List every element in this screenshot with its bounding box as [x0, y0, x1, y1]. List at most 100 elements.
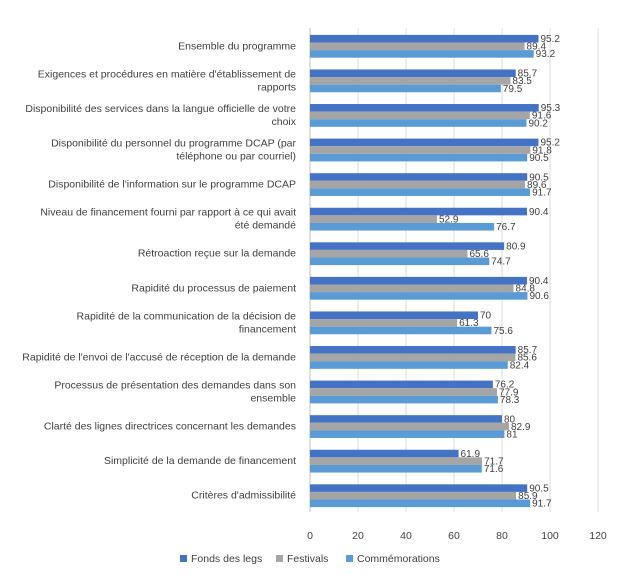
category-label-line: Exigences et procédures en matière d'éta…	[38, 68, 296, 80]
category-label-line: Rapidité de la communication de la décis…	[77, 310, 297, 322]
data-label: 85.9	[518, 491, 538, 502]
category-label-line: Disponibilité de l'information sur le pr…	[48, 179, 296, 191]
category-label-line: Rapidité de l'envoi de l'accusé de récep…	[22, 351, 296, 363]
category-label: Disponibilité de l'information sur le pr…	[48, 179, 296, 191]
data-label: 80	[504, 414, 516, 425]
data-label: 90.5	[529, 483, 549, 494]
category-label-line: Clarté des lignes directrices concernant…	[44, 421, 296, 433]
bar	[310, 430, 505, 438]
category-label-line: choix	[271, 116, 296, 128]
bar	[310, 380, 493, 389]
data-label: 76.2	[495, 380, 515, 391]
bar	[310, 388, 497, 396]
bar	[310, 491, 517, 500]
data-label: 89.6	[527, 180, 547, 191]
bar	[310, 173, 528, 181]
data-label: 90.5	[529, 153, 549, 164]
data-label: 52.9	[439, 214, 459, 225]
data-label: 91.7	[532, 187, 552, 198]
category-label-line: Rapidité du processus de paiement	[131, 282, 296, 294]
bar	[310, 188, 531, 196]
data-label: 82.4	[510, 360, 530, 371]
category-label-line: été demandé	[235, 220, 296, 232]
legend-swatch	[180, 555, 187, 562]
data-label: 90.4	[529, 207, 549, 218]
category-label-line: Critères d'admissibilité	[191, 490, 296, 502]
category-label: Processus de présentation des demandes d…	[54, 380, 296, 405]
category-label: Rapidité du processus de paiement	[131, 282, 296, 294]
x-tick-label: 120	[589, 530, 607, 542]
legend-label: Festivals	[287, 553, 328, 565]
bar	[310, 138, 539, 147]
data-label: 91.8	[532, 145, 552, 156]
category-label-line: téléphone ou par courriel)	[176, 151, 296, 163]
data-label: 85.7	[518, 345, 538, 356]
category-label: Disponibilité du personnel du programme …	[51, 138, 296, 163]
bar	[310, 180, 526, 189]
data-label: 81	[506, 429, 518, 440]
x-tick-label: 40	[400, 530, 412, 542]
category-label-line: Rétroaction reçue sur la demande	[138, 248, 296, 260]
category-label-line: Simplicité de la demande de financement	[104, 455, 296, 467]
bar	[310, 222, 495, 231]
bar	[310, 119, 527, 127]
data-label: 61.3	[459, 318, 479, 329]
bar	[310, 353, 516, 362]
bar	[310, 34, 539, 43]
data-label: 89.4	[527, 42, 547, 53]
bar	[310, 77, 511, 85]
category-label-line: Disponibilité des services dans la langu…	[25, 103, 296, 115]
category-label-line: Ensemble du programme	[178, 40, 296, 52]
bar	[310, 215, 437, 223]
x-tick-label: 60	[448, 530, 460, 542]
data-label: 70	[480, 311, 492, 322]
data-label: 78.3	[500, 395, 520, 406]
data-label: 71.6	[484, 464, 504, 475]
category-label-line: Niveau de financement fourni par rapport…	[40, 207, 296, 219]
category-label-line: rapports	[257, 81, 296, 93]
data-label: 90.4	[529, 276, 549, 287]
data-label: 77.9	[499, 387, 519, 398]
data-label: 65.6	[469, 249, 489, 260]
x-tick-label: 100	[541, 530, 559, 542]
category-label-line: financement	[239, 323, 296, 335]
data-label: 90.2	[528, 118, 548, 129]
bar	[310, 146, 531, 154]
data-label: 90.6	[529, 291, 549, 302]
x-tick-label: 20	[352, 530, 364, 542]
bar	[310, 249, 468, 258]
data-label: 79.5	[503, 84, 523, 95]
bar	[310, 284, 514, 293]
bar	[310, 104, 539, 112]
bar	[310, 242, 505, 250]
x-tick-label: 0	[307, 530, 313, 542]
data-label: 90.5	[529, 172, 549, 183]
category-label: Ensemble du programme	[178, 40, 296, 52]
x-tick-label: 80	[496, 530, 508, 542]
legend-swatch	[346, 555, 353, 562]
data-label: 95.2	[540, 138, 560, 149]
category-label: Clarté des lignes directrices concernant…	[44, 421, 296, 433]
data-label: 91.6	[532, 111, 552, 122]
category-label: Rapidité de la communication de la décis…	[77, 310, 297, 335]
bar	[310, 346, 516, 354]
category-label-line: ensemble	[250, 393, 296, 405]
legend-label: Commémorations	[357, 553, 440, 565]
data-label: 91.7	[532, 499, 552, 510]
bar	[310, 50, 534, 58]
bar	[310, 292, 528, 300]
data-label: 85.7	[518, 69, 538, 80]
bar	[310, 311, 478, 320]
data-label: 75.6	[493, 326, 513, 337]
bar	[310, 464, 482, 473]
category-label: Critères d'admissibilité	[191, 490, 296, 502]
category-label-line: Processus de présentation des demandes d…	[54, 380, 296, 392]
category-label: Niveau de financement fourni par rapport…	[40, 207, 296, 232]
data-label: 80.9	[506, 241, 526, 252]
bar	[310, 415, 502, 423]
data-label: 82.9	[511, 422, 531, 433]
category-label: Rétroaction reçue sur la demande	[138, 248, 296, 260]
data-label: 74.7	[491, 257, 511, 268]
